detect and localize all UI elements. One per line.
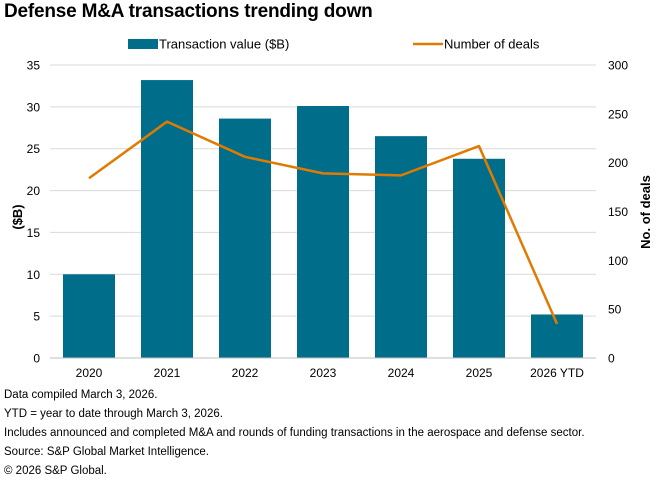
- y-axis-ticks: 0 5 10 15 20 25 30 35: [27, 59, 41, 366]
- y-tick-label: 35: [27, 59, 41, 73]
- y2-tick-label: 0: [608, 352, 615, 366]
- x-tick-label: 2025: [466, 366, 493, 380]
- bar: [219, 119, 271, 358]
- bar-series: [63, 80, 583, 358]
- legend-bar-swatch: [128, 39, 158, 49]
- y-tick-label: 20: [27, 184, 41, 198]
- legend: Transaction value ($B) Number of deals: [128, 37, 540, 52]
- bar: [297, 106, 349, 358]
- x-tick-label: 2024: [388, 366, 415, 380]
- legend-bar-label: Transaction value ($B): [159, 37, 289, 52]
- note-copyright: © 2026 S&P Global.: [4, 462, 585, 481]
- y2-tick-label: 300: [608, 59, 628, 73]
- y2-tick-label: 100: [608, 254, 628, 268]
- x-tick-label: 2023: [310, 366, 337, 380]
- y2-tick-label: 200: [608, 156, 628, 170]
- y2-tick-label: 150: [608, 205, 628, 219]
- y-tick-label: 15: [27, 226, 41, 240]
- y2-tick-label: 250: [608, 107, 628, 121]
- y-tick-label: 30: [27, 100, 41, 114]
- x-tick-label: 2021: [154, 366, 181, 380]
- note-source: Source: S&P Global Market Intelligence.: [4, 443, 585, 462]
- note-ytd-definition: YTD = year to date through March 3, 2026…: [4, 405, 585, 424]
- note-scope: Includes announced and completed M&A and…: [4, 424, 585, 443]
- y-tick-label: 5: [33, 310, 40, 324]
- y2-axis-label: No. of deals: [638, 175, 653, 249]
- y-tick-label: 0: [33, 352, 40, 366]
- legend-line-label: Number of deals: [444, 37, 540, 52]
- y-tick-label: 25: [27, 142, 41, 156]
- y2-axis-ticks: 0 50 100 150 200 250 300: [608, 59, 628, 366]
- y-axis-label: ($B): [10, 204, 25, 229]
- chart-notes: Data compiled March 3, 2026. YTD = year …: [4, 386, 585, 481]
- y-tick-label: 10: [27, 268, 41, 282]
- x-tick-label: 2020: [76, 366, 103, 380]
- x-tick-label: 2022: [232, 366, 259, 380]
- x-axis-ticks: 2020 2021 2022 2023 2024 2025 2026 YTD: [76, 366, 585, 380]
- note-data-compiled: Data compiled March 3, 2026.: [4, 386, 585, 405]
- x-tick-label: 2026 YTD: [530, 366, 584, 380]
- bar: [63, 274, 115, 358]
- y2-tick-label: 50: [608, 303, 622, 317]
